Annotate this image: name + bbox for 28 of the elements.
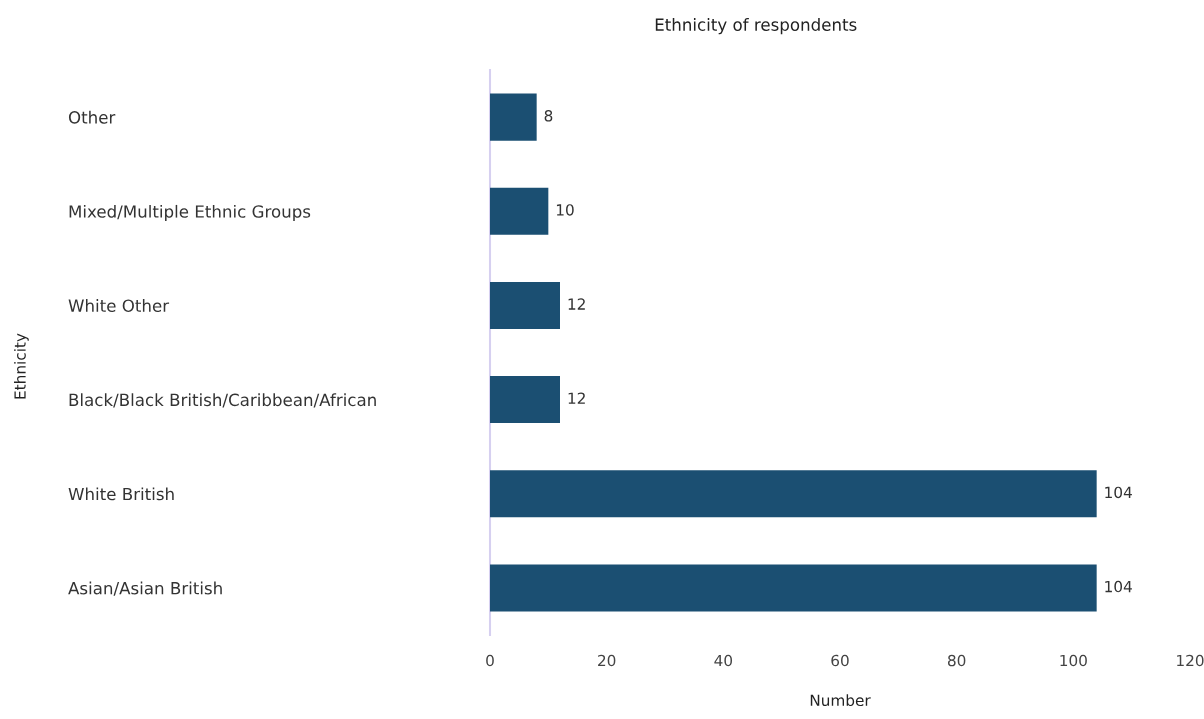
- y-tick-label: Other: [68, 110, 116, 124]
- x-tick-label: 80: [947, 654, 966, 667]
- bar: [490, 470, 1097, 518]
- x-tick-label: 40: [714, 654, 733, 667]
- y-tick-label: White Other: [68, 299, 170, 312]
- y-tick-label: White British: [68, 487, 174, 501]
- data-label: 8: [544, 109, 553, 122]
- y-tick-label: Black/Black British/Caribbean/African: [69, 393, 376, 408]
- x-tick-label: 100: [1060, 654, 1087, 667]
- x-tick-label: 60: [831, 654, 849, 667]
- bar: [490, 281, 560, 329]
- y-tick-label: Asian/Asian British: [68, 581, 222, 596]
- chart-title: Ethnicity of respondents: [655, 18, 857, 35]
- x-tick-label: 120: [1177, 654, 1204, 667]
- x-axis-title: Number: [810, 694, 871, 707]
- bar: [490, 564, 1097, 612]
- bar: [490, 376, 560, 424]
- x-tick-label: 0: [486, 654, 494, 667]
- data-label: 104: [1105, 486, 1132, 499]
- y-tick-label: Mixed/Multiple Ethnic Groups: [69, 204, 311, 222]
- data-label: 12: [568, 392, 585, 404]
- data-label: 104: [1105, 580, 1132, 593]
- bar: [490, 93, 537, 141]
- y-axis-title: Ethnicity: [14, 333, 29, 399]
- bar: [490, 187, 549, 235]
- data-label: 10: [556, 204, 574, 216]
- data-label: 12: [568, 298, 585, 310]
- x-tick-label: 20: [598, 654, 616, 667]
